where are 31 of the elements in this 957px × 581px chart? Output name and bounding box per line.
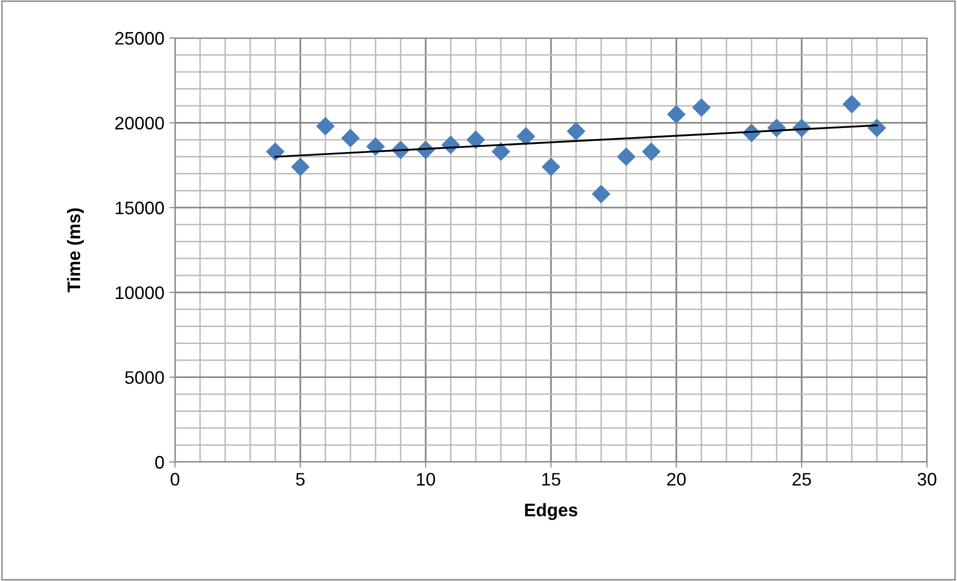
point [266,142,285,161]
point [667,105,686,124]
point [868,118,886,138]
x-tick-label: 10 [417,472,436,486]
point [842,94,862,114]
point [692,98,711,117]
y-tick-label: 10000 [116,286,164,300]
point [516,127,536,146]
point [542,158,560,176]
y-tick-label: 20000 [115,116,164,130]
point [616,147,636,166]
x-tick-label: 0 [170,472,180,486]
y-tick-label: 15000 [116,202,164,214]
y-tick-label: 5000 [125,371,164,384]
x-axis-title: Edges [525,503,578,520]
x-tick-label: 5 [296,473,305,486]
point [492,142,510,161]
point [642,142,661,161]
y-axis-title: Time (ms) [66,208,84,292]
x-tick-label: 15 [542,473,560,486]
point [466,130,486,150]
point [341,128,360,148]
point [291,158,310,176]
y-tick-label: 0 [155,456,164,469]
point [592,184,610,204]
point [566,122,586,141]
y-tick-label: 25000 [115,32,164,45]
x-tick-label: 20 [667,472,686,486]
x-tick-label: 30 [918,472,936,486]
point [316,116,335,136]
x-tick-label: 25 [792,472,811,486]
